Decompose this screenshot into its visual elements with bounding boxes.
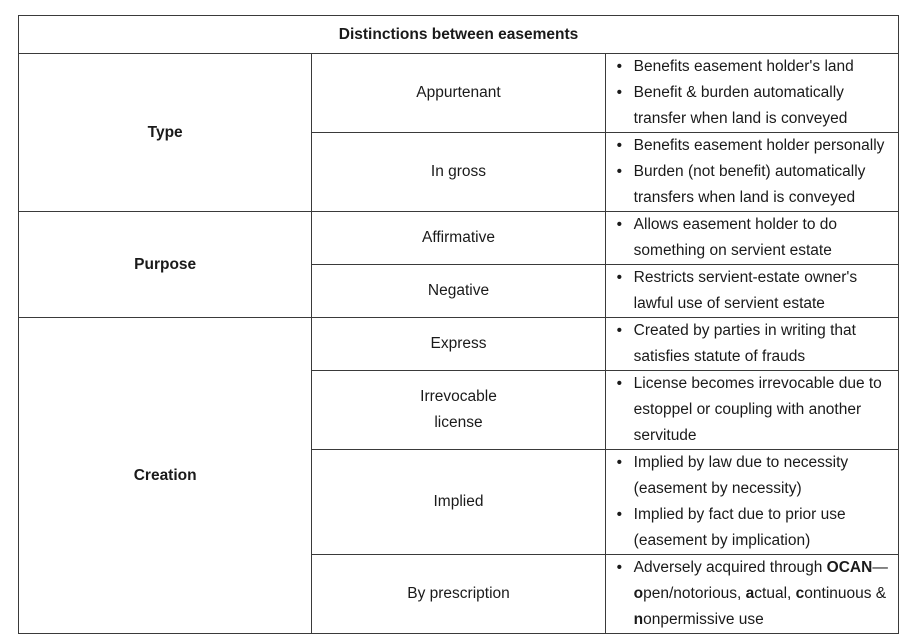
ocan-letter-a: a: [745, 585, 755, 602]
ocan-letter-n: n: [633, 611, 644, 628]
table-row: Creation Express Created by parties in w…: [17, 317, 900, 634]
ocan-dash: —: [872, 559, 888, 576]
row-description: Allows easement holder to do something o…: [604, 211, 900, 265]
ocan-intro: Adversely acquired through: [633, 559, 827, 576]
row-description: Implied by law due to necessity (easemen…: [604, 449, 900, 555]
row-label: Affirmative: [311, 211, 606, 265]
bullet-item: Created by parties in writing that satis…: [617, 318, 890, 370]
table-row: Irrevocable license License becomes irre…: [19, 370, 900, 450]
group-creation: Creation: [17, 317, 313, 634]
row-label-line: Irrevocable: [420, 388, 497, 405]
group-type: Type: [17, 53, 313, 212]
row-label-line: license: [434, 414, 483, 431]
row-label: Irrevocable license: [311, 370, 606, 450]
ocan-acronym: OCAN: [826, 559, 873, 576]
bullet-item: Burden (not benefit) automatically trans…: [617, 159, 890, 211]
bullet-item: License becomes irrevocable due to estop…: [617, 371, 890, 449]
ocan-nonpermissive: onpermissive use: [643, 611, 764, 628]
bullet-item: Implied by law due to necessity (easemen…: [617, 450, 890, 502]
row-description: Created by parties in writing that satis…: [604, 317, 900, 371]
row-label: Express: [311, 317, 606, 371]
row-label: In gross: [311, 132, 606, 212]
row-description: Benefits easement holder personally Burd…: [604, 132, 900, 212]
bullet-item: Benefits easement holder's land: [617, 54, 890, 80]
table-row: Purpose Affirmative Allows easement hold…: [17, 211, 900, 318]
row-label: By prescription: [311, 554, 606, 634]
easements-table: Distinctions between easements Type Appu…: [17, 15, 900, 634]
ocan-continuous: ontinuous &: [804, 585, 887, 602]
row-description: License becomes irrevocable due to estop…: [604, 370, 900, 450]
table-row: Type Appurtenant Benefits easement holde…: [17, 53, 900, 212]
row-description: Benefits easement holder's land Benefit …: [604, 53, 900, 133]
bullet-item: Benefits easement holder personally: [617, 133, 890, 159]
ocan-open: pen/notorious,: [643, 585, 746, 602]
bullet-item: Adversely acquired through OCAN— open/not…: [617, 555, 890, 633]
table-title: Distinctions between easements: [18, 15, 899, 54]
bullet-item: Restricts servient-estate owner's lawful…: [617, 265, 890, 317]
group-purpose: Purpose: [17, 211, 313, 318]
ocan-actual: ctual,: [754, 585, 796, 602]
bullet-item: Benefit & burden automatically transfer …: [617, 80, 890, 132]
row-description: Adversely acquired through OCAN— open/not…: [604, 554, 900, 634]
row-description: Restricts servient-estate owner's lawful…: [604, 264, 900, 318]
row-label: Implied: [311, 449, 606, 555]
ocan-letter-o: o: [633, 585, 644, 602]
bullet-item: Allows easement holder to do something o…: [617, 212, 890, 264]
row-label: Appurtenant: [311, 53, 606, 133]
table-row: In gross Benefits easement holder person…: [19, 132, 900, 212]
row-label: Negative: [311, 264, 606, 318]
ocan-letter-c: c: [795, 585, 805, 602]
bullet-item: Implied by fact due to prior use (easeme…: [617, 502, 890, 554]
